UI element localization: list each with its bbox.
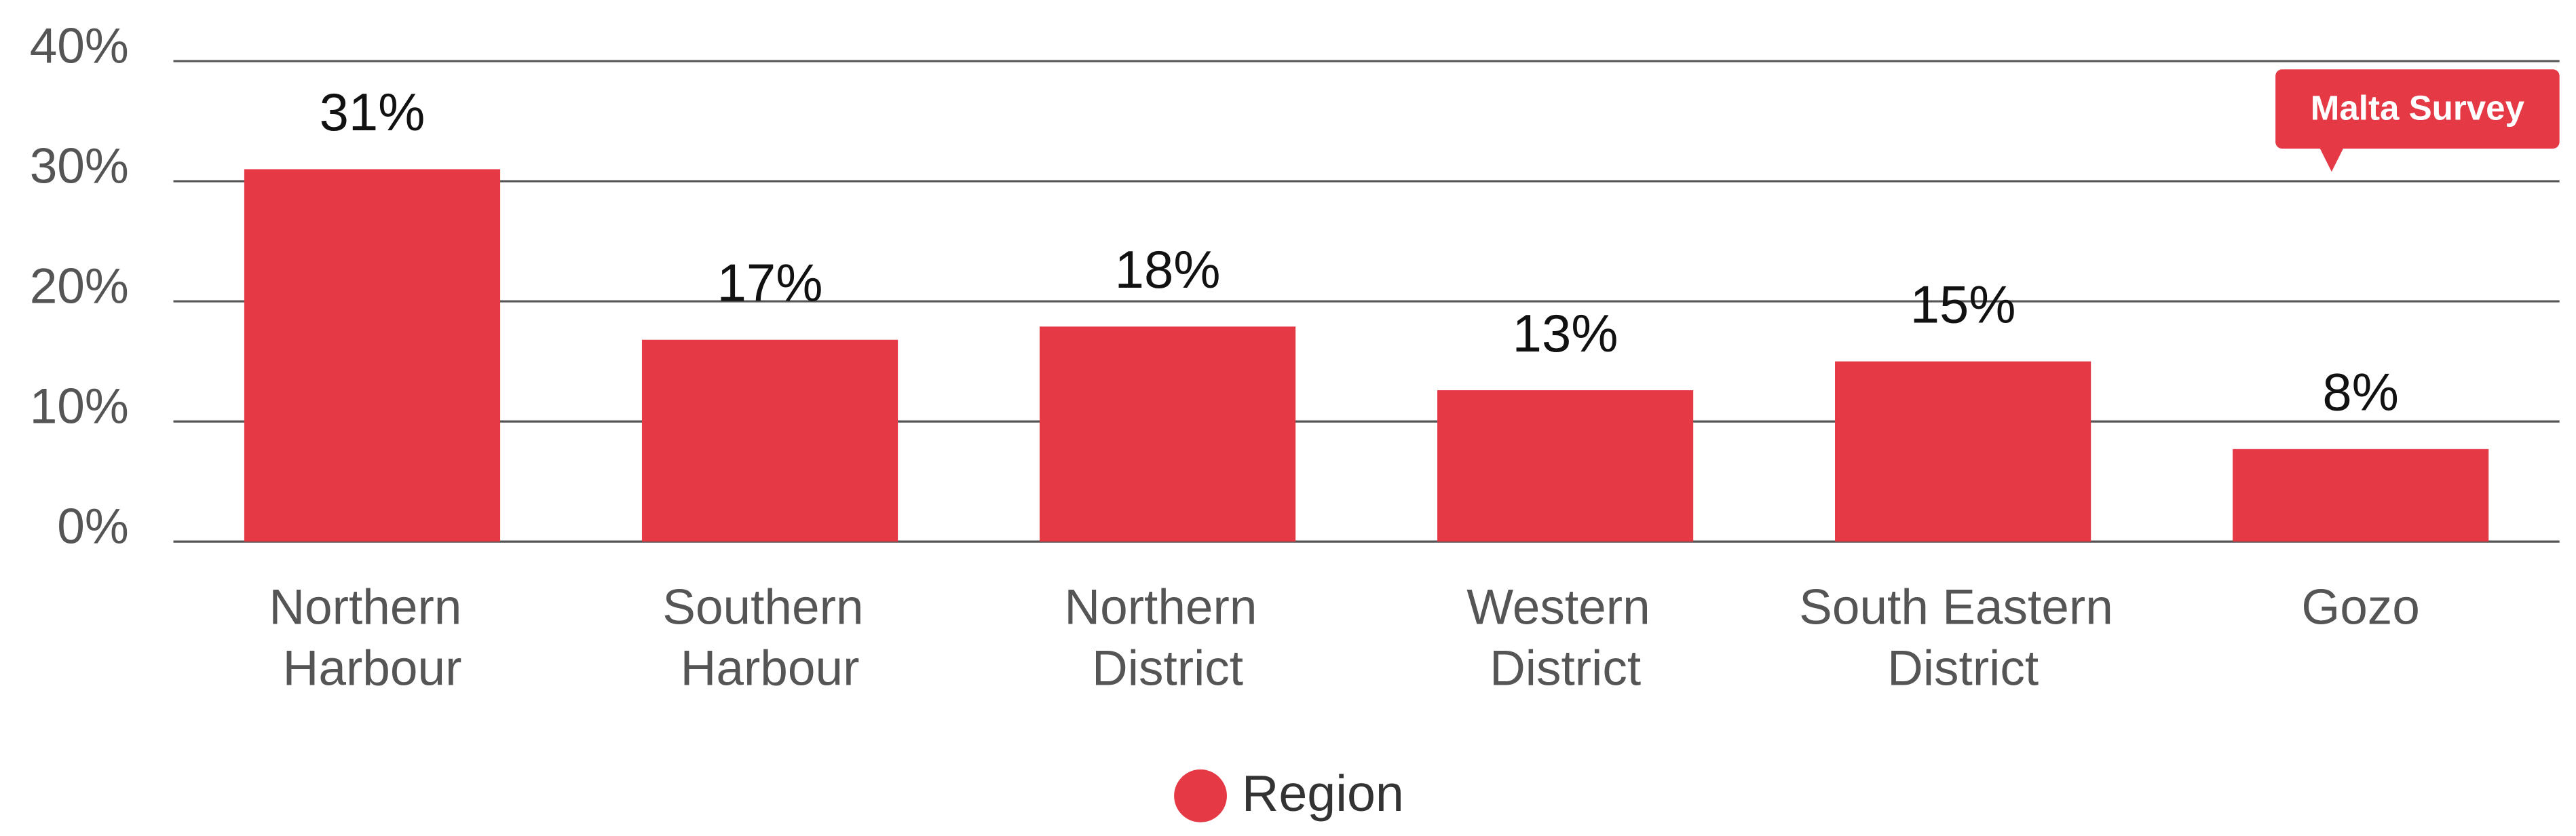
x-tick-label: Southern Harbour <box>662 580 877 696</box>
y-tick-label: 30% <box>30 138 129 193</box>
y-tick-label: 40% <box>30 18 129 73</box>
bar <box>244 169 501 542</box>
legend: Region <box>1174 765 1404 822</box>
value-label: 17% <box>717 254 823 312</box>
y-tick-label: 10% <box>30 379 129 434</box>
legend-label: Region <box>1242 765 1404 822</box>
bar <box>1437 390 1694 542</box>
value-label: 31% <box>320 83 425 142</box>
x-tick-label: Northern District <box>1064 580 1270 696</box>
x-tick-label: Northern Harbour <box>269 580 475 696</box>
x-tick-label: Western District <box>1466 580 1664 696</box>
bar <box>641 339 898 542</box>
callout-box <box>2275 69 2560 149</box>
x-tick-label: Gozo <box>2301 580 2419 635</box>
annotation-callout: Malta Survey <box>2275 69 2560 172</box>
y-tick-label: 0% <box>57 499 129 554</box>
legend-swatch <box>1174 769 1227 822</box>
callout-pointer <box>2319 149 2343 172</box>
bar <box>1835 361 2091 542</box>
bar <box>1039 326 1296 542</box>
bar <box>2233 449 2489 542</box>
value-label: 18% <box>1115 241 1221 299</box>
y-tick-label: 20% <box>30 259 129 314</box>
value-label: 15% <box>1910 276 2016 334</box>
value-label: 8% <box>2322 364 2399 422</box>
x-tick-label: South Eastern District <box>1799 580 2127 696</box>
value-label: 13% <box>1513 305 1618 363</box>
annotation: Malta Survey <box>2311 89 2525 128</box>
